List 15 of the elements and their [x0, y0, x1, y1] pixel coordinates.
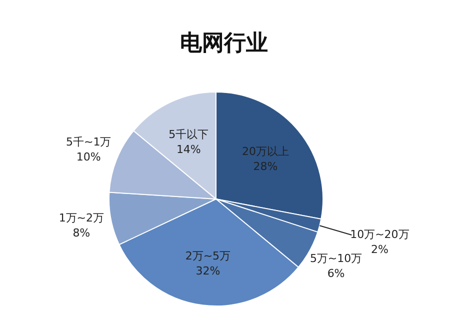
data-label: 6% — [327, 267, 345, 280]
slice-label: 5万~10万 — [310, 252, 362, 265]
data-label: 8% — [72, 226, 90, 240]
data-label: 2% — [370, 243, 388, 256]
data-label: 28% — [253, 160, 278, 174]
data-label: 14% — [176, 142, 201, 156]
slice-label: 20万以上 — [242, 145, 289, 158]
slice-label: 1万~2万 — [58, 212, 104, 225]
slice-label: 5千以下 — [168, 128, 209, 141]
data-label: 10% — [76, 150, 101, 164]
slice-label: 10万~20万 — [350, 228, 410, 242]
data-label: 32% — [196, 264, 220, 278]
slice-label: 5千~1万 — [66, 136, 112, 149]
slice-label: 2万~5万 — [185, 250, 231, 263]
chart-title: 电网行业 — [180, 31, 268, 56]
